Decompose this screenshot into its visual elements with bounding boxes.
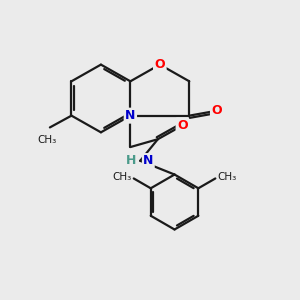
Text: H: H [126,154,136,167]
Text: O: O [212,104,222,117]
Text: N: N [143,154,154,167]
Text: CH₃: CH₃ [112,172,132,182]
Text: CH₃: CH₃ [217,172,236,182]
Text: CH₃: CH₃ [37,135,57,145]
Text: O: O [177,119,188,132]
Text: O: O [154,58,165,71]
Text: N: N [125,109,136,122]
